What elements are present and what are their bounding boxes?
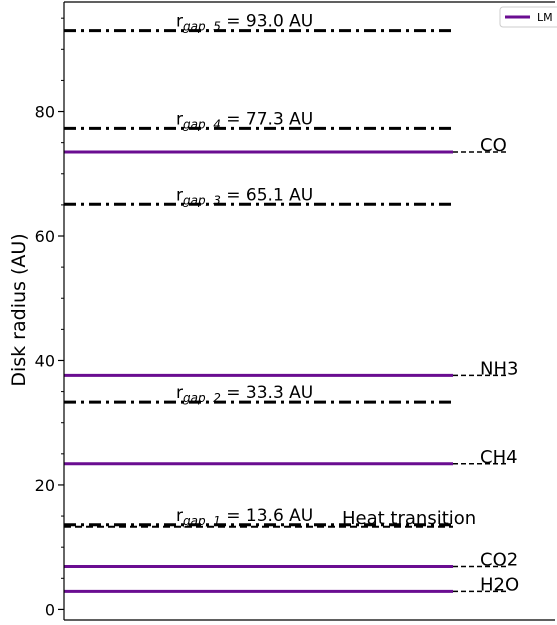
gap-label-value-2: = 33.3 AU (221, 383, 313, 403)
legend: LM (499, 6, 557, 28)
gap-label-value-3: = 65.1 AU (221, 185, 313, 205)
gap-label-3: rgap, 3 = 65.1 AU (176, 185, 313, 207)
y-tick-label-0: 0 (45, 600, 55, 619)
snowline-label-nh3: NH3 (480, 358, 518, 379)
gap-label-2: rgap, 2 = 33.3 AU (176, 383, 313, 405)
y-tick-label-80: 80 (35, 103, 55, 122)
transition-label: Heat transition (342, 508, 476, 529)
legend-label-lm: LM (537, 11, 553, 24)
gap-label-value-5: = 93.0 AU (221, 12, 313, 32)
gap-label-5: rgap, 5 = 93.0 AU (176, 12, 313, 34)
y-tick-label-20: 20 (35, 476, 55, 495)
gap-label-subscript-4: gap, 4 (183, 117, 221, 131)
gap-label-subscript-2: gap, 2 (183, 391, 221, 405)
y-axis-label: Disk radius (AU) (8, 233, 30, 386)
gap-label-subscript-1: gap, 1 (183, 514, 221, 528)
gap-label-value-4: = 77.3 AU (221, 109, 313, 129)
snowline-label-co2: CO2 (480, 549, 518, 570)
gap-label-1: rgap, 1 = 13.6 AU (176, 506, 313, 528)
snowline-label-h2o: H2O (480, 574, 519, 595)
y-tick-label-40: 40 (35, 351, 55, 370)
gap-label-4: rgap, 4 = 77.3 AU (176, 109, 313, 131)
snowline-label-co: CO (480, 135, 507, 156)
gap-label-subscript-3: gap, 3 (183, 193, 221, 207)
snowline-label-ch4: CH4 (480, 447, 518, 468)
y-tick-label-60: 60 (35, 227, 55, 246)
gap-label-subscript-5: gap, 5 (183, 20, 221, 34)
gap-label-value-1: = 13.6 AU (221, 506, 313, 526)
